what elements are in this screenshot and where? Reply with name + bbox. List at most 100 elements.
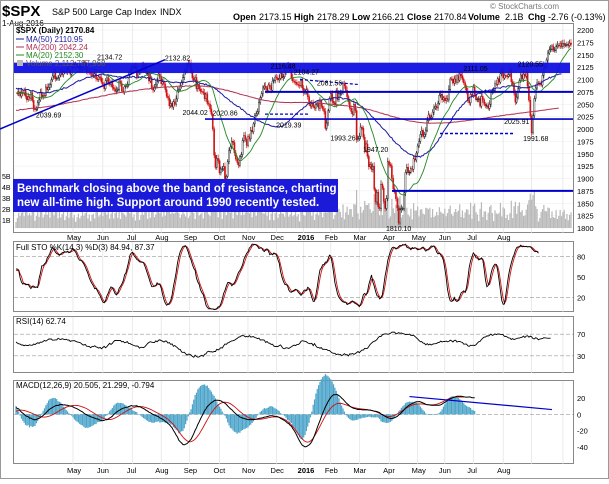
candle-body xyxy=(312,103,314,107)
macd-histogram-bar xyxy=(381,414,383,423)
macd-histogram-bar xyxy=(218,406,221,415)
macd-histogram-bar xyxy=(213,395,215,415)
volume-bar xyxy=(166,209,168,228)
macd-histogram-bar xyxy=(107,413,109,415)
candle-body xyxy=(381,184,384,189)
volume-bar xyxy=(220,207,222,228)
price-tick-label: 1800 xyxy=(577,224,594,233)
volume-bar xyxy=(491,212,493,228)
candle-body xyxy=(517,88,519,98)
macd-histogram-bar xyxy=(286,414,288,420)
volume-bar xyxy=(569,214,571,228)
candle-body xyxy=(42,95,44,97)
volume-bar xyxy=(250,201,252,228)
candle-body xyxy=(460,73,462,76)
macd-histogram-bar xyxy=(49,399,51,415)
volume-bar xyxy=(357,213,359,228)
volume-bar xyxy=(476,214,478,228)
candle-body xyxy=(243,135,245,141)
macd-histogram-bar xyxy=(444,404,446,415)
volume-bar xyxy=(495,213,497,228)
volume-bar xyxy=(486,220,488,228)
volume-bar xyxy=(488,206,491,228)
price-tick-label: 1875 xyxy=(577,187,594,196)
volume-bar xyxy=(180,214,183,228)
volume-bar xyxy=(271,202,274,228)
macd-histogram-bar xyxy=(205,385,207,415)
macd-histogram-bar xyxy=(391,414,393,421)
volume-bar xyxy=(117,217,119,228)
candle-body xyxy=(316,103,319,106)
candle-body xyxy=(408,172,411,174)
overlay-layer: 2039.69 2134.72 2132.82 2044.02 2020.86 2116.… xyxy=(0,54,573,233)
volume-bar xyxy=(33,203,35,228)
volume-bar xyxy=(448,208,450,228)
volume-bar xyxy=(377,203,379,228)
volume-bar xyxy=(22,211,24,228)
macd-histogram-bar xyxy=(92,414,94,426)
volume-bar xyxy=(309,209,312,228)
candle-body xyxy=(100,77,103,83)
macd-histogram-bar xyxy=(142,414,145,419)
candle-body xyxy=(327,110,329,124)
macd-histogram-bar xyxy=(364,414,366,418)
volume-bar xyxy=(438,207,440,228)
month-label: Dec xyxy=(271,466,285,475)
candle-body xyxy=(549,48,552,51)
indicator-tick-label: -20 xyxy=(577,427,588,436)
macd-histogram-bar xyxy=(129,407,131,415)
macd-histogram-bar xyxy=(318,385,320,415)
macd-histogram-bar xyxy=(327,376,329,415)
volume-bar xyxy=(53,215,55,228)
volume-bar xyxy=(483,211,485,228)
macd-histogram-bar xyxy=(274,408,276,415)
volume-bar xyxy=(564,218,567,228)
volume-bar xyxy=(300,211,302,228)
price-label: 2081.56 xyxy=(317,81,342,88)
volume-bar xyxy=(237,211,240,228)
price-tick-label: 1850 xyxy=(577,199,594,208)
candle-body xyxy=(125,85,127,87)
volume-bar xyxy=(465,209,468,228)
price-label: 1991.68 xyxy=(523,136,548,143)
macd-histogram-bar xyxy=(441,409,443,415)
candle-body xyxy=(34,108,36,110)
macd-histogram-bar xyxy=(453,396,455,415)
macd-histogram-bar xyxy=(372,414,374,418)
legend-ma20: MA(20) 2152.30 xyxy=(26,51,84,60)
volume-bar xyxy=(151,205,153,228)
price-tick-label: 1950 xyxy=(577,150,594,159)
volume-bar xyxy=(307,211,309,228)
macd-histogram-bar xyxy=(297,414,299,436)
volume-bar xyxy=(548,208,550,228)
volume-bar xyxy=(103,210,105,228)
macd-histogram-bar xyxy=(98,414,100,423)
macd-histogram-bar xyxy=(379,414,381,420)
volume-bar xyxy=(37,205,39,228)
candle-body xyxy=(519,74,522,81)
macd-histogram-bar xyxy=(442,406,445,415)
volume-bar xyxy=(423,214,426,228)
volume-bar xyxy=(524,215,526,228)
candle-body xyxy=(525,72,528,77)
volume-bar xyxy=(552,217,554,228)
candle-body xyxy=(483,99,485,105)
stochastic-panel xyxy=(13,241,574,312)
volume-bar xyxy=(62,210,65,228)
price-tick-label: 2200 xyxy=(577,26,594,35)
volume-bar xyxy=(539,217,541,228)
candle-body xyxy=(471,94,473,96)
candle-body xyxy=(264,85,267,89)
candle-body xyxy=(218,160,221,174)
high-value: 2178.29 xyxy=(317,12,350,22)
volume-bar xyxy=(427,209,430,228)
candle-body xyxy=(514,92,517,103)
macd-histogram-bar xyxy=(214,398,217,415)
macd-histogram-bar xyxy=(201,384,203,415)
ma20-line xyxy=(16,47,572,196)
volume-bar xyxy=(209,216,211,228)
volume-bar xyxy=(528,200,530,228)
candle-body xyxy=(199,88,202,92)
volume-bar xyxy=(286,210,288,228)
